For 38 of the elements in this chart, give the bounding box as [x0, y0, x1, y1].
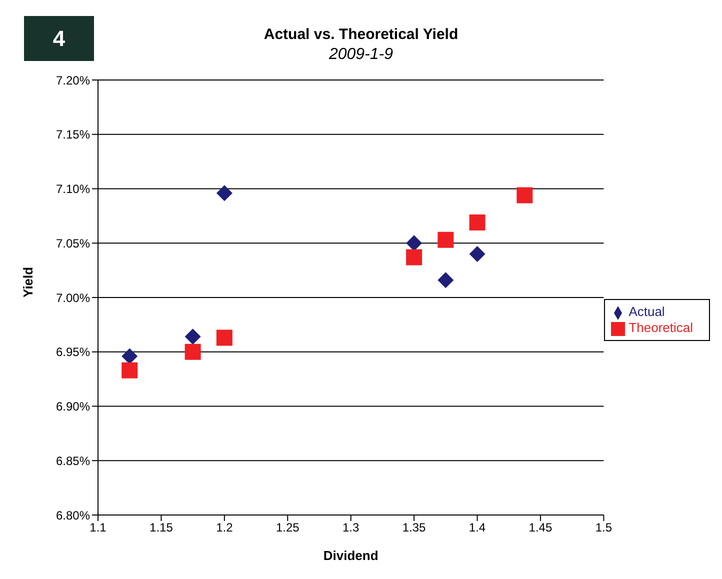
y-tick-label: 7.00% [56, 290, 90, 305]
point [122, 362, 138, 378]
point [516, 187, 533, 204]
legend-label: Actual [628, 304, 665, 320]
x-tick-label: 1.5 [595, 520, 612, 535]
y-axis-title: Yield [20, 266, 36, 298]
y-tick-label: 6.95% [56, 345, 90, 360]
point [406, 249, 422, 266]
point [216, 185, 232, 202]
point [438, 232, 454, 248]
x-tick-label: 1.3 [342, 520, 360, 535]
x-tick-label: 1.45 [528, 520, 552, 535]
y-tick-label: 7.20% [56, 73, 90, 88]
point [184, 328, 201, 345]
point [406, 235, 422, 252]
x-tick-label: 1.2 [216, 520, 234, 535]
y-tick-label: 7.10% [56, 182, 90, 196]
chart-title: Actual vs. Theoretical Yield [264, 26, 458, 43]
x-tick-label: 1.1 [90, 520, 107, 535]
chart-subtitle: 2009-1-9 [328, 46, 394, 63]
x-tick-label: 1.35 [402, 520, 426, 535]
x-tick-label: 1.15 [150, 520, 174, 535]
point [438, 272, 454, 288]
point [216, 330, 232, 346]
point [469, 246, 486, 262]
y-tick-label: 7.15% [56, 128, 90, 142]
y-tick-label: 6.80% [56, 508, 90, 522]
x-tick-label: 1.25 [276, 520, 300, 535]
y-tick-label: 6.85% [56, 454, 90, 468]
y-tick-label: 7.05% [56, 236, 90, 250]
x-tick-label: 1.4 [468, 520, 486, 535]
text: 4 [24, 16, 94, 61]
point [122, 348, 138, 364]
point [469, 214, 486, 230]
point [184, 344, 201, 360]
x-axis-title: Dividend [323, 548, 378, 563]
legend-label: Theoretical [628, 320, 693, 335]
y-tick-label: 6.90% [56, 400, 90, 414]
